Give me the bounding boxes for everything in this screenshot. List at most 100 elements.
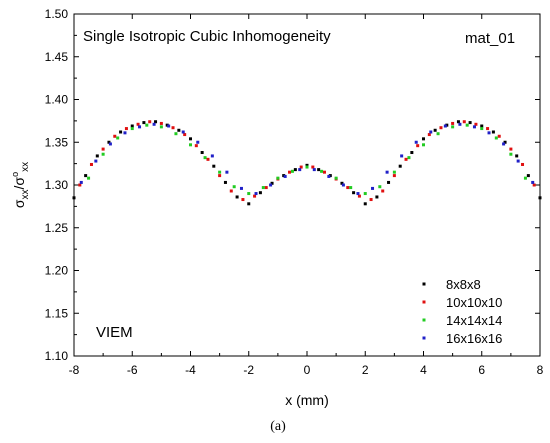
data-point [371,186,375,190]
data-point [87,176,91,180]
data-point [356,192,360,196]
y-tick-label: 1.10 [45,349,69,363]
data-point [253,194,257,198]
data-point [167,124,171,128]
y-tick-label: 1.40 [45,93,69,107]
data-point [312,168,316,172]
data-point [130,124,134,128]
x-tick-label: 4 [420,363,427,377]
data-point [486,127,490,131]
data-point [223,180,227,184]
data-point [241,198,245,202]
data-point [327,174,331,178]
figure-caption: (a) [270,419,286,434]
data-point [416,144,420,148]
legend-marker [422,282,426,286]
data-point [346,186,350,190]
y-tick-label: 1.50 [45,7,69,21]
x-tick-label: 2 [362,363,369,377]
data-point [468,121,472,125]
legend-marker [422,336,426,340]
data-point [429,130,433,134]
x-axis-label: x (mm) [285,392,329,408]
data-point [378,185,382,189]
data-point [212,164,216,168]
data-point [84,174,88,178]
data-point [497,134,501,138]
data-point [422,143,425,147]
data-point [503,140,507,144]
data-point [322,170,326,174]
data-point [194,144,198,148]
data-point [232,185,236,189]
data-point [357,194,361,198]
data-point [462,120,466,124]
data-point [531,180,535,184]
data-point [414,140,418,144]
y-tick-label: 1.15 [45,306,69,320]
legend-marker [422,318,426,322]
data-point [138,125,142,129]
data-point [305,163,309,167]
data-point [189,137,192,141]
data-point [189,143,192,147]
data-point [159,125,163,129]
data-point [239,186,243,190]
data-point [439,126,443,130]
data-point [293,168,297,172]
data-point [298,168,302,172]
data-point [487,131,491,135]
data-point [276,176,280,180]
data-point [218,170,222,174]
data-point [116,136,120,140]
data-point [392,174,396,178]
data-point [443,124,447,128]
data-point [422,137,425,141]
x-tick-label: 6 [478,363,485,377]
data-point [119,130,123,134]
data-point [532,183,536,187]
x-tick-label: -2 [243,363,254,377]
data-point [101,147,105,151]
data-point [521,162,525,166]
data-point [200,151,204,155]
x-tick-label: 8 [537,363,544,377]
data-point [177,128,181,132]
data-point [196,140,200,144]
data-point [95,154,99,158]
data-point [247,192,251,196]
y-axis-ticks: 1.10 1.15 1.20 1.25 1.30 1.35 1.40 1.45 1.50 [45,7,540,363]
data-point [210,154,214,158]
y-tick-label: 1.20 [45,264,69,278]
data-points [72,120,542,206]
data-point [124,127,128,131]
data-point [385,170,389,174]
data-point [225,170,229,174]
data-point [509,152,513,156]
data-point [320,169,324,173]
legend-label: 14x14x14 [446,313,502,328]
data-point [404,157,408,161]
data-point [154,120,158,124]
data-point [145,123,149,127]
data-point [159,121,163,125]
data-point [526,174,530,178]
data-point [181,130,185,134]
data-point [433,128,437,132]
data-point [311,165,315,169]
data-point [171,126,175,130]
data-point [480,127,484,131]
data-point [436,132,440,136]
data-point [458,122,462,126]
data-point [398,164,402,168]
annotation-title: Single Isotropic Cubic Inhomogeneity [83,28,331,45]
data-point [299,165,303,169]
data-point [261,186,265,190]
data-point [456,120,460,124]
data-point [108,142,112,146]
data-point [317,168,321,172]
data-point [107,140,111,144]
legend-label: 8x8x8 [446,277,481,292]
data-point [136,122,140,126]
